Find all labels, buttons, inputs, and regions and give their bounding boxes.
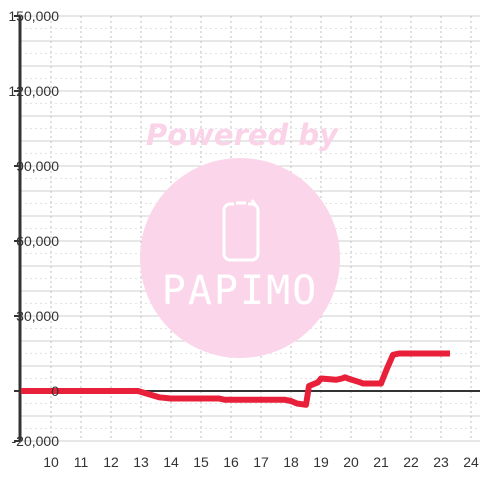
- y-tick-label: 30,000: [16, 308, 59, 324]
- x-tick-label: 15: [193, 454, 209, 470]
- watermark-circle: [140, 158, 340, 358]
- x-tick-label: 21: [373, 454, 389, 470]
- x-tick-label: 14: [163, 454, 179, 470]
- x-tick-label: 23: [433, 454, 449, 470]
- phone-icon: [222, 199, 260, 262]
- y-tick-label: 120,000: [8, 83, 59, 99]
- x-tick-label: 16: [223, 454, 239, 470]
- y-tick-label: 90,000: [16, 158, 59, 174]
- watermark-brand: PAPIMO: [162, 268, 319, 314]
- y-tick-label: -20,000: [12, 433, 60, 449]
- x-tick-label: 10: [43, 454, 59, 470]
- x-tick-label: 13: [133, 454, 149, 470]
- y-tick-label: 0: [51, 383, 59, 399]
- x-tick-label: 20: [343, 454, 359, 470]
- y-tick-label: 150,000: [8, 8, 59, 24]
- watermark-text: Powered by: [146, 118, 339, 152]
- series-layer: [20, 350, 451, 408]
- series-line: [21, 350, 450, 408]
- labels-layer: -20,000 0 30,000 60,000 90,000 120,000 150,000…: [8, 8, 479, 470]
- x-tick-label: 11: [74, 454, 89, 470]
- y-tick-label: 60,000: [16, 233, 59, 249]
- x-tick-label: 19: [313, 454, 329, 470]
- x-tick-label: 17: [253, 454, 269, 470]
- x-tick-label: 24: [463, 454, 479, 470]
- x-tick-label: 22: [403, 454, 419, 470]
- x-tick-label: 12: [103, 454, 119, 470]
- x-tick-label: 18: [283, 454, 299, 470]
- watermark: Powered by PAPIMO: [140, 118, 340, 358]
